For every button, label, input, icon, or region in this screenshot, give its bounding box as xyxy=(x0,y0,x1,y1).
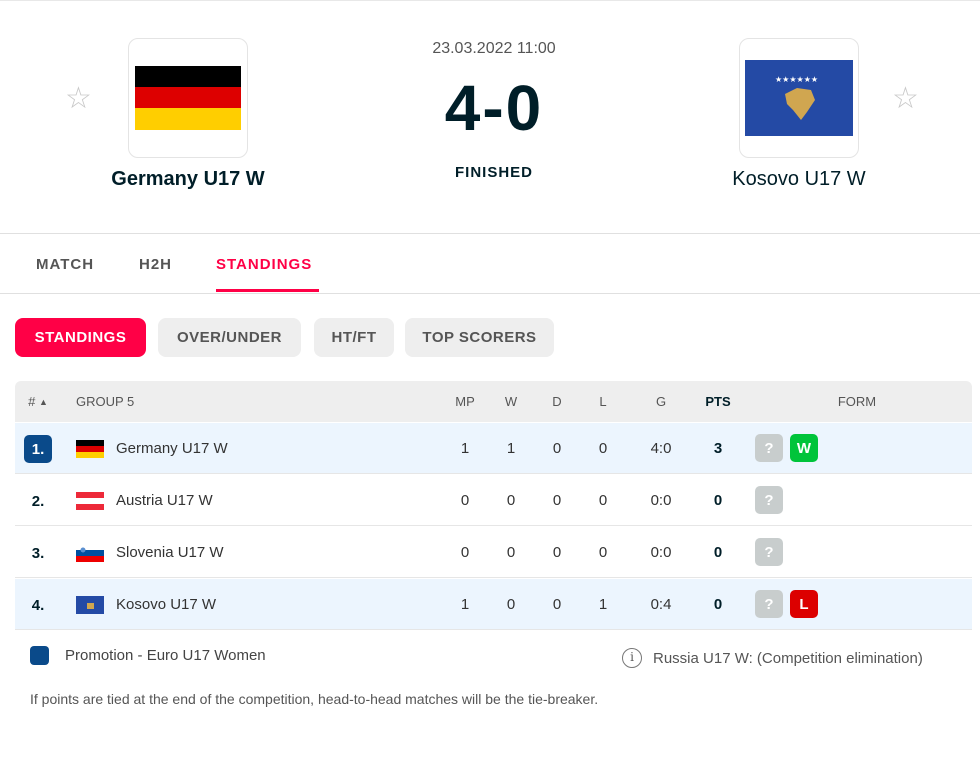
away-team-name[interactable]: Kosovo U17 W xyxy=(732,168,866,190)
d-cell: 0 xyxy=(552,491,562,509)
subtab-over-under[interactable]: OVER/UNDER xyxy=(158,318,301,357)
match-header: ☆ Germany U17 W 23.03.2022 11:00 4-0 FIN… xyxy=(0,0,980,234)
pts-cell: 0 xyxy=(713,595,723,613)
team-flag-icon xyxy=(76,440,104,458)
active-tab-indicator xyxy=(216,289,319,292)
g-cell: 4:0 xyxy=(650,439,672,457)
pts-cell: 0 xyxy=(713,491,723,509)
form-header: FORM xyxy=(837,394,877,409)
subtab-standings[interactable]: STANDINGS xyxy=(15,318,146,357)
home-team-name[interactable]: Germany U17 W xyxy=(111,168,265,190)
g-header[interactable]: G xyxy=(655,394,667,409)
group-header[interactable]: GROUP 5 xyxy=(76,394,135,409)
mp-cell: 1 xyxy=(460,595,470,613)
team-name[interactable]: Germany U17 W xyxy=(116,439,228,457)
l-cell: 0 xyxy=(598,439,608,457)
pts-cell: 3 xyxy=(713,439,723,457)
rank-badge: 2. xyxy=(31,492,45,510)
rank-badge: 4. xyxy=(31,596,45,614)
match-datetime: 23.03.2022 11:00 xyxy=(432,40,556,57)
tiebreak-note: If points are tied at the end of the com… xyxy=(30,691,599,707)
rank-header: # xyxy=(28,394,36,409)
d-cell: 0 xyxy=(552,543,562,561)
form-badge[interactable]: W xyxy=(790,434,818,462)
pts-cell: 0 xyxy=(713,543,723,561)
elimination-note: Russia U17 W: (Competition elimination) xyxy=(653,650,923,667)
team-flag-icon xyxy=(76,492,104,510)
d-header[interactable]: D xyxy=(552,394,562,409)
w-cell: 0 xyxy=(506,543,516,561)
l-cell: 0 xyxy=(598,491,608,509)
w-cell: 0 xyxy=(506,491,516,509)
w-cell: 0 xyxy=(506,595,516,613)
subtab-ht-ft[interactable]: HT/FT xyxy=(314,318,394,357)
match-score: 4-0 xyxy=(380,71,608,145)
sort-rank-header[interactable]: # ▲ xyxy=(23,381,53,422)
team-flag-icon xyxy=(76,596,104,614)
d-cell: 0 xyxy=(552,439,562,457)
table-header: # ▲ GROUP 5 MP W D L G PTS FORM xyxy=(15,381,972,422)
match-tabs: MATCH H2H STANDINGS xyxy=(0,236,980,294)
home-score: 4 xyxy=(444,72,483,144)
sort-asc-icon: ▲ xyxy=(38,396,48,407)
away-score: 0 xyxy=(505,72,544,144)
svg-text:★★★★★★: ★★★★★★ xyxy=(775,75,818,84)
g-cell: 0:4 xyxy=(650,595,672,613)
subtab-top-scorers[interactable]: TOP SCORERS xyxy=(405,318,554,357)
tab-standings[interactable]: STANDINGS xyxy=(216,256,313,273)
tab-match[interactable]: MATCH xyxy=(36,256,95,273)
table-row[interactable]: 3. Slovenia U17 W 0 0 0 0 0:0 0 ? xyxy=(15,527,972,578)
table-row[interactable]: 2. Austria U17 W 0 0 0 0 0:0 0 ? xyxy=(15,475,972,526)
favorite-star-icon[interactable]: ☆ xyxy=(892,82,919,115)
match-status: FINISHED xyxy=(454,164,533,181)
team-flag-icon xyxy=(76,544,104,562)
form-badge[interactable]: ? xyxy=(755,590,783,618)
team-name[interactable]: Austria U17 W xyxy=(116,491,213,509)
mp-cell: 0 xyxy=(460,543,470,561)
form-badge[interactable]: L xyxy=(790,590,818,618)
favorite-star-icon[interactable]: ☆ xyxy=(65,82,92,115)
promotion-legend-label: Promotion - Euro U17 Women xyxy=(65,647,266,664)
form-badge[interactable]: ? xyxy=(755,538,783,566)
kosovo-flag-icon: ★★★★★★ xyxy=(745,60,853,136)
table-row[interactable]: 1. Germany U17 W 1 1 0 0 4:0 3 ? W xyxy=(15,423,972,474)
germany-flag-icon xyxy=(135,66,241,130)
rank-badge: 1. xyxy=(24,435,52,463)
team-name[interactable]: Kosovo U17 W xyxy=(116,595,217,613)
l-cell: 1 xyxy=(598,595,608,613)
w-header[interactable]: W xyxy=(504,394,518,409)
pts-header[interactable]: PTS xyxy=(705,394,731,409)
w-cell: 1 xyxy=(506,439,516,457)
info-icon: i xyxy=(622,648,642,668)
team-name[interactable]: Slovenia U17 W xyxy=(116,543,224,561)
home-team-logo[interactable] xyxy=(128,38,248,158)
g-cell: 0:0 xyxy=(650,543,672,561)
g-cell: 0:0 xyxy=(650,491,672,509)
mp-cell: 1 xyxy=(460,439,470,457)
score-separator: - xyxy=(482,72,506,144)
table-row[interactable]: 4. Kosovo U17 W 1 0 0 1 0:4 0 ? L xyxy=(15,579,972,630)
rank-badge: 3. xyxy=(31,544,45,562)
mp-cell: 0 xyxy=(460,491,470,509)
form-badge[interactable]: ? xyxy=(755,434,783,462)
d-cell: 0 xyxy=(552,595,562,613)
l-cell: 0 xyxy=(598,543,608,561)
mp-header[interactable]: MP xyxy=(455,394,475,409)
l-header[interactable]: L xyxy=(599,394,607,409)
form-badge[interactable]: ? xyxy=(755,486,783,514)
promotion-legend-swatch xyxy=(30,646,49,665)
away-team-logo[interactable]: ★★★★★★ xyxy=(739,38,859,158)
tab-h2h[interactable]: H2H xyxy=(139,256,173,273)
